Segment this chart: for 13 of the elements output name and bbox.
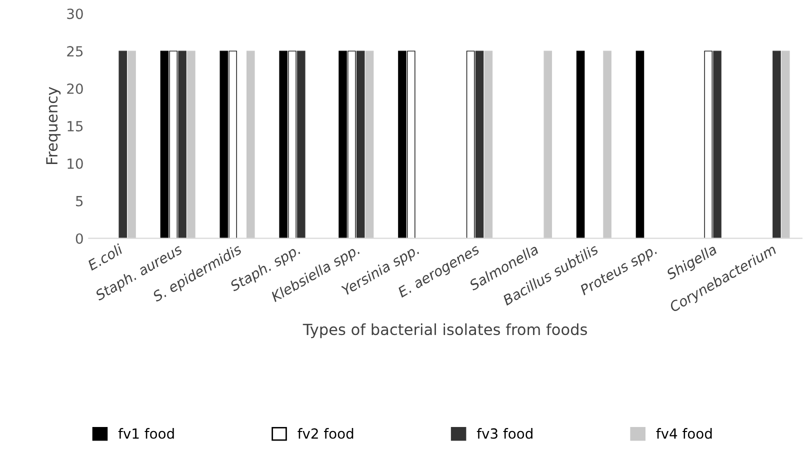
legend-label: fv4 food bbox=[656, 428, 712, 439]
y-tick-label: 30 bbox=[67, 8, 83, 20]
y-tick-label: 15 bbox=[68, 121, 83, 132]
y-tick-label: 5 bbox=[76, 196, 83, 206]
x-axis-title: Types of bacterial isolates from foods bbox=[302, 323, 587, 338]
y-axis-title: Frequency bbox=[46, 86, 61, 164]
legend-label: fv2 food bbox=[298, 428, 354, 439]
y-tick-label: 10 bbox=[68, 158, 83, 169]
y-tick-label: 20 bbox=[67, 84, 83, 94]
legend-label: fv3 food bbox=[476, 428, 532, 439]
y-tick-label: 0 bbox=[76, 233, 83, 244]
legend-label: fv1 food bbox=[118, 428, 174, 439]
y-tick-label: 25 bbox=[67, 46, 83, 57]
